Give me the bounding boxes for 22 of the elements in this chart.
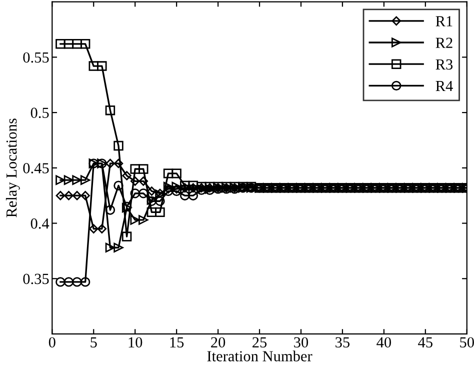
x-tick-label: 35	[336, 337, 350, 348]
legend-label: R4	[436, 80, 453, 92]
legend-label: R3	[436, 59, 453, 70]
x-axis-title: Iteration Number	[207, 350, 312, 362]
y-tick-label: 0.45	[23, 163, 49, 174]
x-tick-label: 45	[418, 337, 432, 348]
x-tick-label: 5	[90, 337, 97, 348]
x-tick-label: 30	[294, 337, 308, 348]
x-tick-label: 0	[48, 337, 56, 348]
legend-label: R1	[436, 16, 452, 26]
x-tick-label: 15	[170, 337, 184, 348]
y-tick-label: 0.35	[23, 274, 49, 284]
y-tick-label: 0.5	[30, 108, 49, 118]
x-tick-label: 40	[376, 337, 391, 348]
x-tick-label: 10	[128, 337, 142, 348]
x-tick-label: 20	[211, 337, 226, 348]
y-tick-label: 0.55	[23, 52, 49, 63]
y-tick-label: 0.4	[30, 218, 50, 229]
y-axis-title: Relay Locations	[6, 118, 20, 218]
legend-label: R2	[436, 38, 452, 48]
x-tick-label: 50	[460, 337, 474, 348]
x-tick-label: 25	[252, 337, 267, 348]
